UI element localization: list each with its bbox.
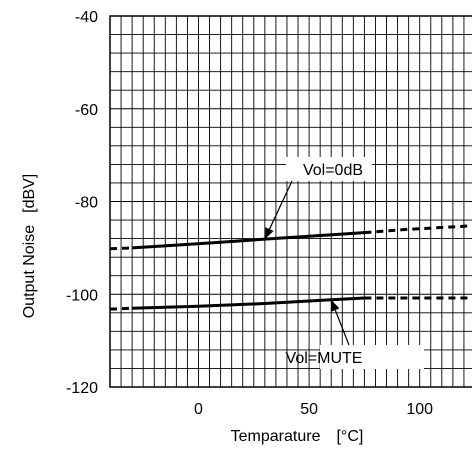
series-dashed-right xyxy=(364,224,472,235)
annotation-arrowhead xyxy=(264,227,274,240)
series-vol-mute xyxy=(109,296,472,311)
y-tick-label: -100 xyxy=(66,287,98,304)
grid xyxy=(110,16,472,387)
annotation-background xyxy=(286,157,372,181)
y-tick-label: -80 xyxy=(75,195,98,212)
series-layer xyxy=(109,224,472,311)
annotation-label: Vol=MUTE xyxy=(286,350,363,367)
y-tick-label: -120 xyxy=(66,380,98,397)
annotation-background xyxy=(320,345,424,369)
x-tick-label: 50 xyxy=(300,401,318,418)
y-axis-title: Output Noise [dBV] xyxy=(21,174,38,319)
annotations: Vol=0dB Vol=MUTE xyxy=(264,157,424,369)
y-tick-label: -60 xyxy=(75,102,98,119)
series-dashed-left xyxy=(109,306,133,311)
series-dashed-left xyxy=(109,246,133,251)
y-tick-labels: -40 -60 -80 -100 -120 xyxy=(66,9,98,397)
x-tick-labels: 0 50 100 xyxy=(194,401,433,418)
annotation-label: Vol=0dB xyxy=(303,162,363,179)
series-solid-line xyxy=(132,231,365,250)
annotation-vol-mute: Vol=MUTE xyxy=(286,299,424,369)
x-axis-unit: [°C] xyxy=(336,428,363,445)
x-axis-label: Temparature xyxy=(231,428,321,445)
x-axis-title: Temparature [°C] xyxy=(231,428,364,445)
y-axis-label: Output Noise xyxy=(21,225,38,318)
svg-text:Output Noise[dBV]: Output Noise [dBV] xyxy=(21,174,38,319)
series-solid-line xyxy=(132,296,365,310)
y-axis-unit: [dBV] xyxy=(21,174,38,213)
annotation-vol-0db: Vol=0dB xyxy=(264,157,372,240)
y-tick-label: -40 xyxy=(75,9,98,26)
plot-frame xyxy=(109,15,472,388)
annotation-arrowhead xyxy=(331,299,340,312)
x-tick-label: 100 xyxy=(406,401,433,418)
series-vol-0db xyxy=(109,224,472,251)
x-tick-label: 0 xyxy=(194,401,203,418)
